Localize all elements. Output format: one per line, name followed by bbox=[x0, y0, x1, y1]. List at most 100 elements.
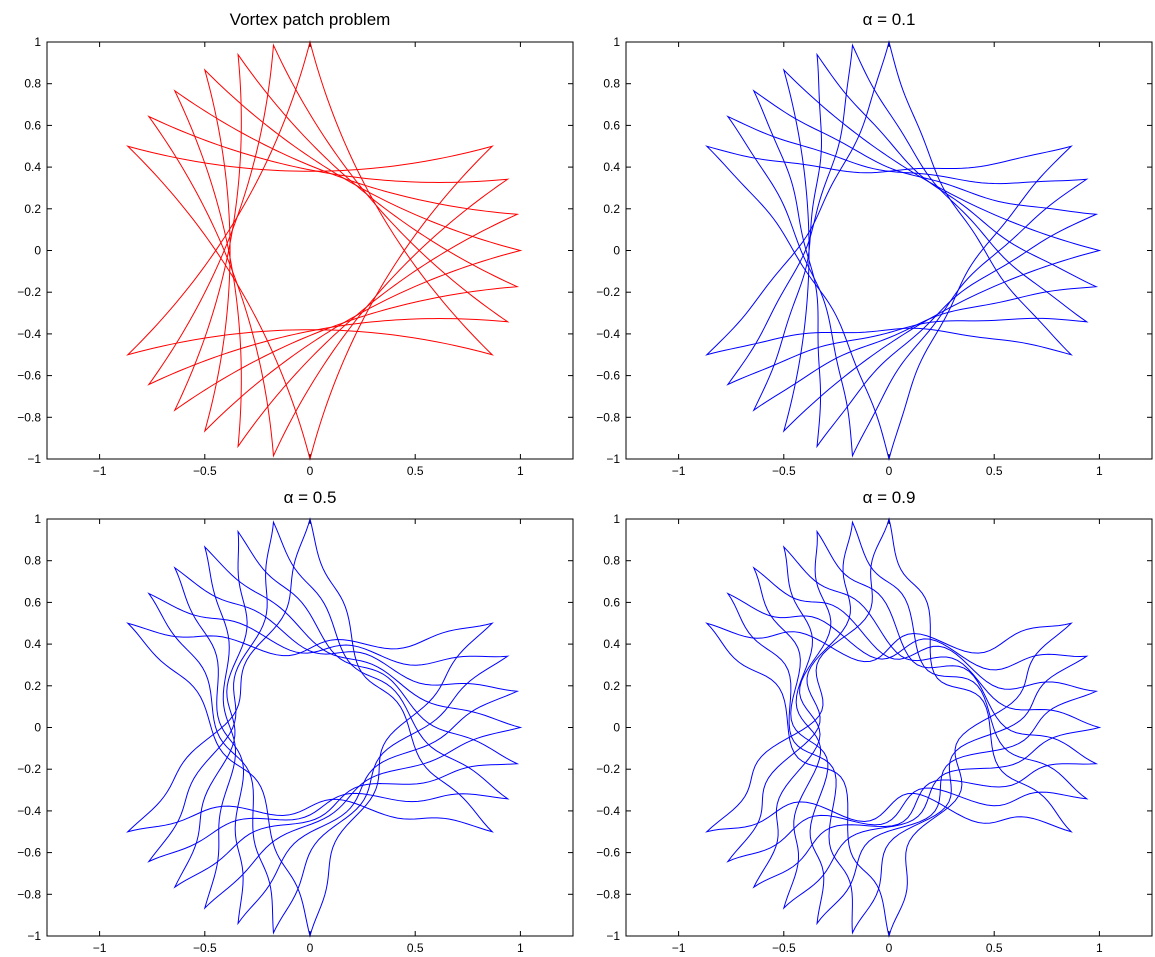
panel-title: α = 0.1 bbox=[863, 10, 916, 29]
panel-alpha-0-9: α = 0.9 −1 −0.5 0 0.5 1 −1 −0.8 −0.6 −0.4 −0.2 0 0.… bbox=[596, 488, 1153, 955]
panel-vortex-patch: Vortex patch problem −1 −0.5 0 0.5 1 −1 −0.8 −0… bbox=[17, 10, 574, 478]
tick-labels: −1 −0.5 0 0.5 1 −1 −0.8 −0.6 −0.4 −0.2 0 0.2 0.4 0.6 0… bbox=[17, 512, 573, 955]
y-tick-label: −0.4 bbox=[596, 327, 620, 341]
y-tick-label: 0 bbox=[613, 721, 620, 735]
x-tick-label: 0 bbox=[307, 464, 314, 478]
y-tick-label: −0.4 bbox=[17, 804, 41, 818]
panel-alpha-0-1: α = 0.1 −1 −0.5 0 0.5 1 −1 −0.8 −0.6 −0.4 −0.2 0 0.… bbox=[596, 10, 1153, 478]
y-tick-label: −0.8 bbox=[596, 410, 620, 424]
x-tick-label: −1 bbox=[93, 464, 107, 478]
x-tick-label: −1 bbox=[672, 941, 686, 955]
y-tick-label: −0.8 bbox=[596, 887, 620, 901]
y-tick-label: −1 bbox=[27, 929, 41, 943]
series-curve bbox=[705, 145, 1073, 461]
series-curve bbox=[203, 545, 523, 910]
series-curve bbox=[147, 592, 510, 935]
y-tick-label: 1 bbox=[613, 512, 620, 526]
y-tick-label: 0.6 bbox=[603, 118, 620, 132]
series-curve bbox=[147, 115, 510, 458]
x-tick-label: −0.5 bbox=[193, 941, 217, 955]
y-tick-label: 0.8 bbox=[24, 554, 41, 568]
series-curve bbox=[126, 40, 494, 356]
series-curve bbox=[705, 622, 1073, 938]
curves bbox=[705, 40, 1102, 461]
y-tick-label: −0.8 bbox=[17, 887, 41, 901]
tick-labels: −1 −0.5 0 0.5 1 −1 −0.8 −0.6 −0.4 −0.2 0 0.2 0.4 0.6 0… bbox=[17, 35, 573, 478]
series-curve bbox=[126, 145, 494, 461]
y-tick-label: 0.2 bbox=[603, 202, 620, 216]
y-tick-label: −0.6 bbox=[17, 369, 41, 383]
x-tick-label: 1 bbox=[517, 464, 524, 478]
x-tick-label: −0.5 bbox=[772, 941, 796, 955]
x-tick-label: 1 bbox=[1096, 464, 1103, 478]
panel-title: α = 0.9 bbox=[863, 488, 916, 507]
y-tick-label: −0.8 bbox=[17, 410, 41, 424]
series-curve bbox=[173, 529, 520, 889]
x-tick-label: 1 bbox=[1096, 941, 1103, 955]
y-tick-label: 0.4 bbox=[603, 637, 620, 651]
y-tick-label: −0.6 bbox=[596, 369, 620, 383]
panel-alpha-0-5: α = 0.5 −1 −0.5 0 0.5 1 −1 −0.8 −0.6 −0.4 −0.2 0 0.… bbox=[17, 488, 574, 955]
tick-labels: −1 −0.5 0 0.5 1 −1 −0.8 −0.6 −0.4 −0.2 0 0.2 0.4 0.6 0… bbox=[596, 512, 1152, 955]
series-curve bbox=[705, 517, 1073, 833]
series-curve bbox=[726, 592, 1089, 935]
x-tick-label: −1 bbox=[93, 941, 107, 955]
axes-frame bbox=[46, 518, 574, 937]
y-tick-label: −0.6 bbox=[596, 846, 620, 860]
x-tick-label: 0.5 bbox=[986, 941, 1003, 955]
curves bbox=[705, 517, 1102, 938]
x-tick-label: 0 bbox=[307, 941, 314, 955]
x-tick-label: −0.5 bbox=[772, 464, 796, 478]
x-tick-label: 0.5 bbox=[407, 941, 424, 955]
y-tick-label: −0.6 bbox=[17, 846, 41, 860]
x-tick-label: 0 bbox=[886, 941, 893, 955]
y-tick-label: −0.4 bbox=[596, 804, 620, 818]
series-curve bbox=[752, 89, 1099, 449]
y-tick-label: 0.8 bbox=[24, 77, 41, 91]
series-curve bbox=[147, 43, 510, 386]
y-tick-label: −1 bbox=[606, 929, 620, 943]
series-curve bbox=[173, 89, 520, 449]
y-tick-label: 0 bbox=[34, 244, 41, 258]
y-tick-label: 1 bbox=[613, 35, 620, 49]
y-tick-label: 1 bbox=[34, 512, 41, 526]
series-curve bbox=[726, 115, 1089, 458]
x-tick-label: −0.5 bbox=[193, 464, 217, 478]
series-curve bbox=[173, 566, 520, 926]
series-curve bbox=[173, 52, 520, 412]
series-curve bbox=[752, 566, 1099, 926]
series-curve bbox=[126, 622, 494, 938]
y-tick-label: 0.6 bbox=[603, 595, 620, 609]
x-tick-label: −1 bbox=[672, 464, 686, 478]
x-tick-label: 0.5 bbox=[407, 464, 424, 478]
axes-frame bbox=[46, 41, 574, 460]
x-tick-label: 0.5 bbox=[986, 464, 1003, 478]
curves bbox=[126, 517, 523, 938]
y-tick-label: 0.2 bbox=[603, 679, 620, 693]
series-curve bbox=[726, 520, 1089, 863]
tick-labels: −1 −0.5 0 0.5 1 −1 −0.8 −0.6 −0.4 −0.2 0 0.2 0.4 0.6 0… bbox=[596, 35, 1152, 478]
x-tick-label: 1 bbox=[517, 941, 524, 955]
y-tick-label: −1 bbox=[27, 452, 41, 466]
panel-title: Vortex patch problem bbox=[230, 10, 391, 29]
y-tick-label: 0.2 bbox=[24, 679, 41, 693]
curves bbox=[126, 40, 523, 461]
y-tick-label: 0.4 bbox=[24, 160, 41, 174]
axes-frame bbox=[625, 518, 1153, 937]
y-tick-label: 0.8 bbox=[603, 77, 620, 91]
y-tick-label: −0.2 bbox=[596, 762, 620, 776]
series-curve bbox=[147, 520, 510, 863]
axes-frame bbox=[625, 41, 1153, 460]
series-curve bbox=[705, 40, 1073, 356]
y-tick-label: −0.2 bbox=[17, 762, 41, 776]
y-tick-label: 0.8 bbox=[603, 554, 620, 568]
y-tick-label: 0 bbox=[613, 244, 620, 258]
y-tick-label: 0.4 bbox=[24, 637, 41, 651]
panel-title: α = 0.5 bbox=[284, 488, 337, 507]
y-tick-label: −1 bbox=[606, 452, 620, 466]
y-tick-label: −0.2 bbox=[17, 285, 41, 299]
y-tick-label: 0.4 bbox=[603, 160, 620, 174]
y-tick-label: −0.4 bbox=[17, 327, 41, 341]
y-tick-label: 0.6 bbox=[24, 595, 41, 609]
